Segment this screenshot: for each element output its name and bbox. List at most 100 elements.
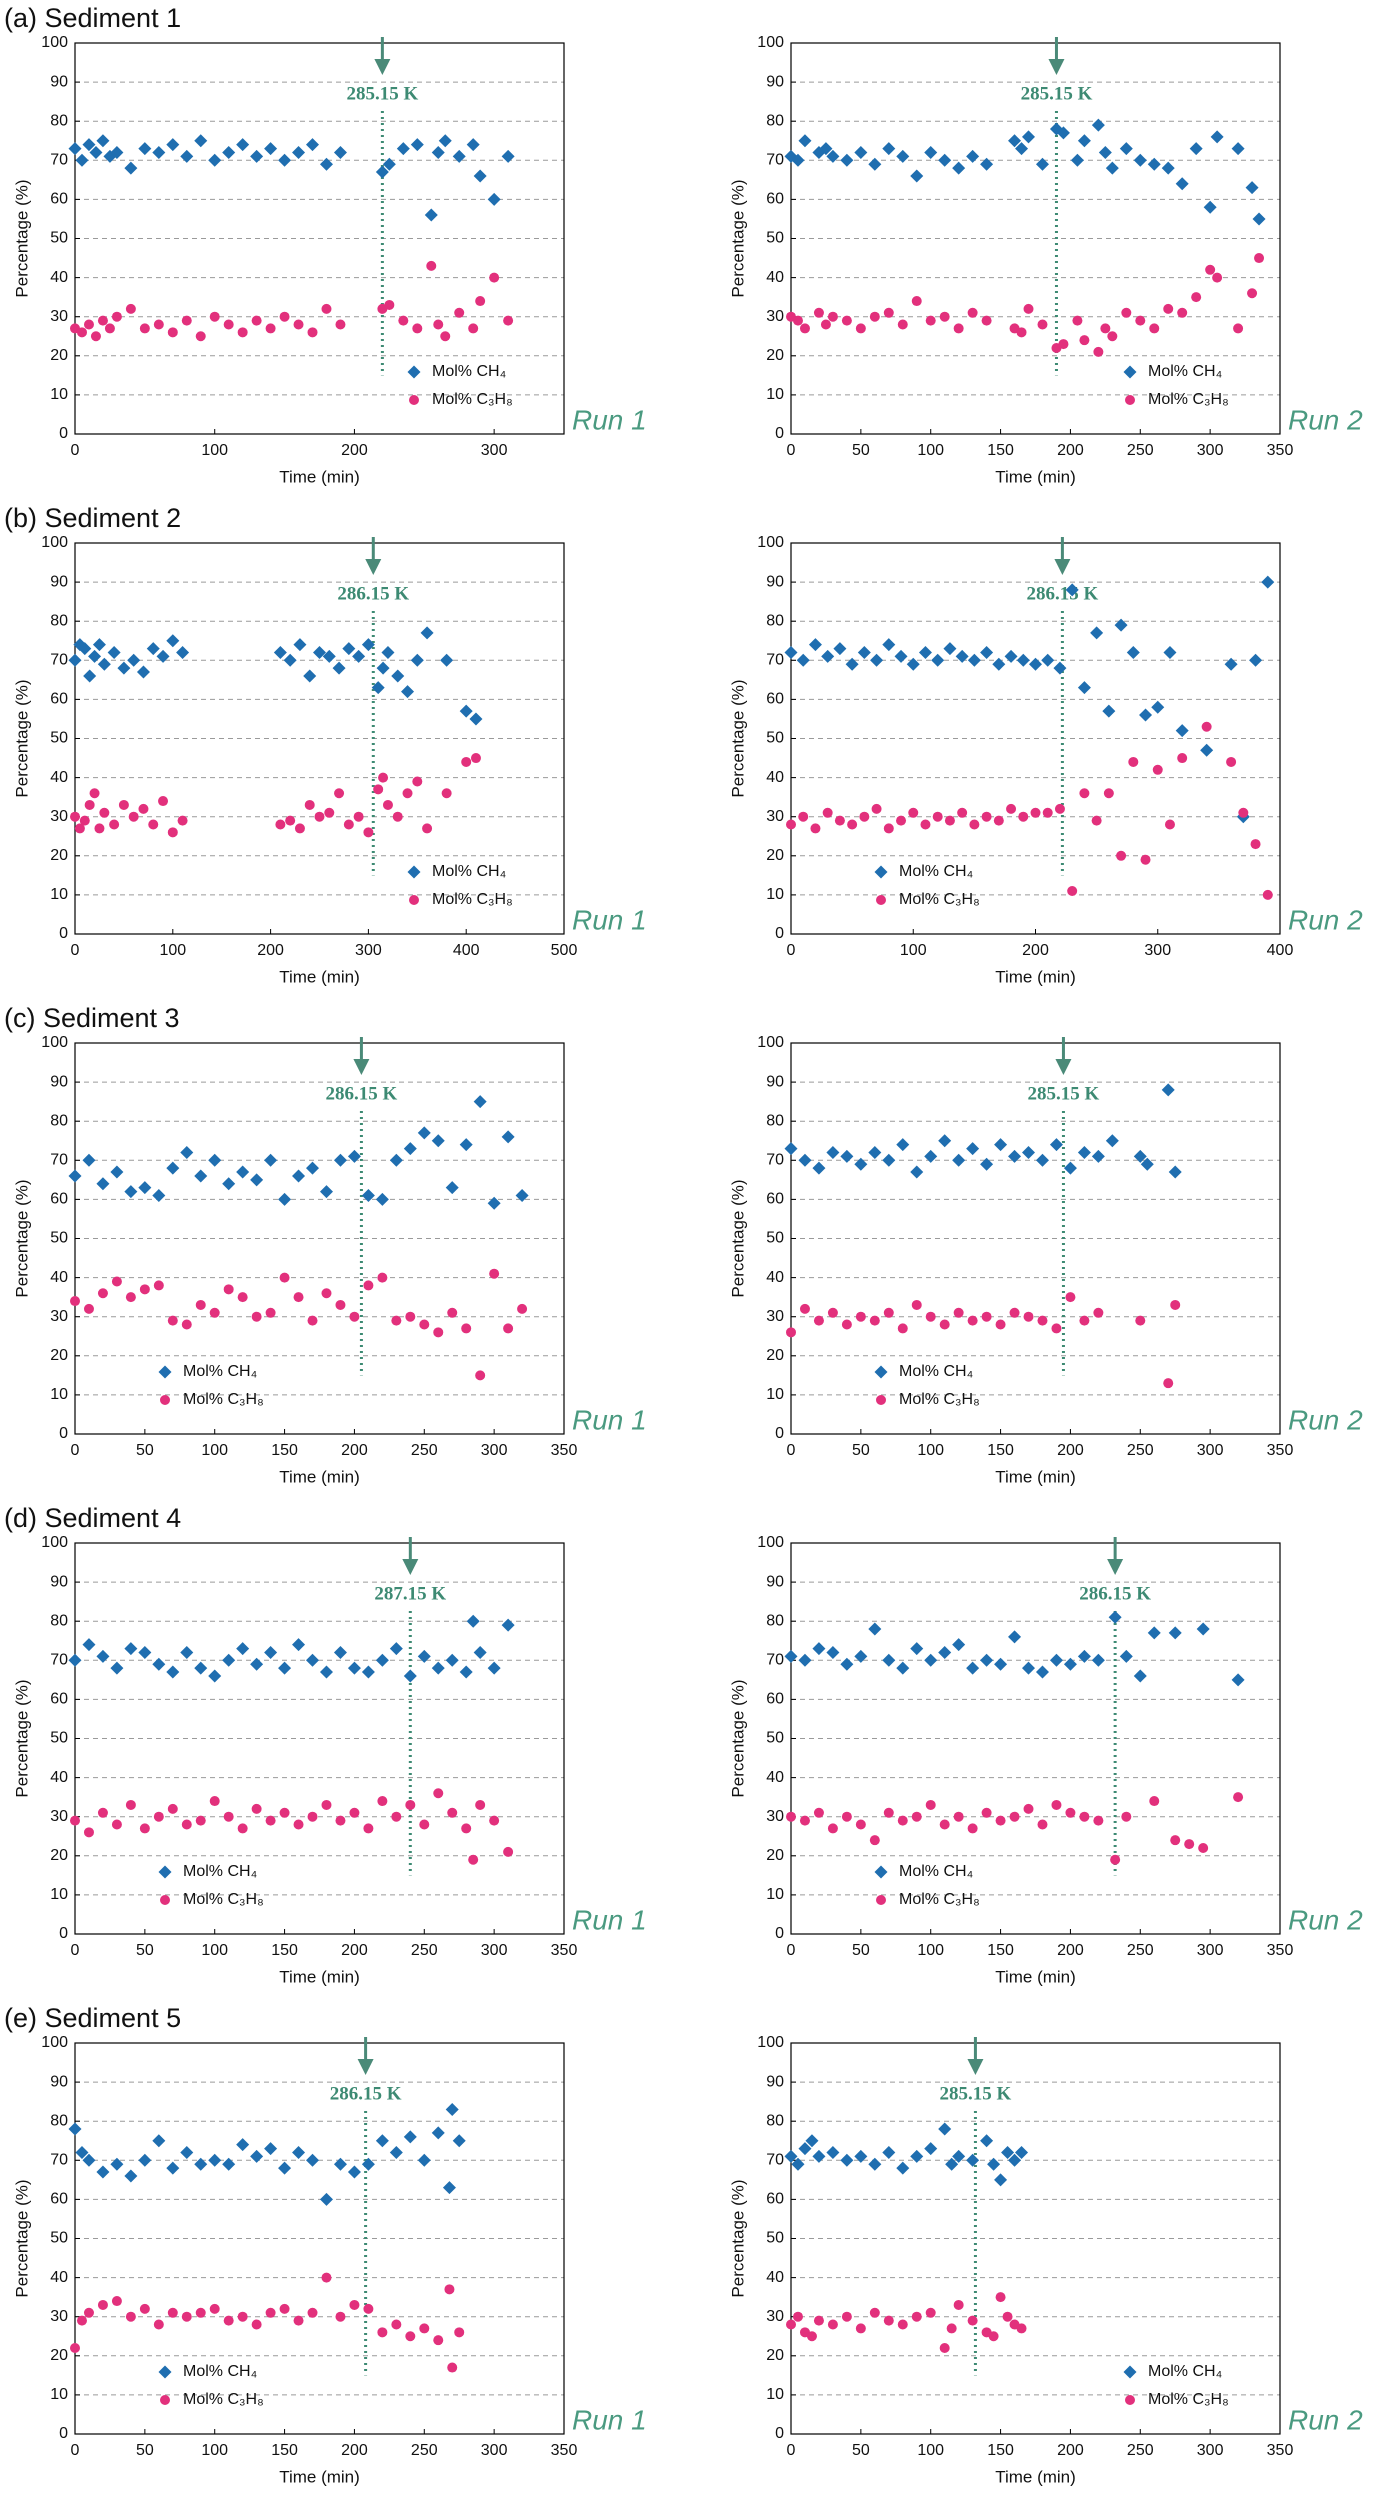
data-point (1249, 653, 1263, 667)
data-point (167, 827, 178, 838)
data-point (501, 149, 515, 163)
data-point (110, 1165, 124, 1179)
data-point (84, 799, 95, 810)
data-point (1016, 327, 1027, 338)
data-point (1147, 157, 1161, 171)
data-point (104, 323, 115, 334)
data-point (208, 1669, 222, 1683)
data-point (139, 2303, 150, 2314)
data-point (1203, 200, 1217, 214)
x-tick-label: 350 (551, 1942, 578, 1959)
data-point (1175, 177, 1189, 191)
data-point (981, 315, 992, 326)
data-point (952, 2149, 966, 2163)
data-point (426, 260, 437, 271)
data-point (349, 2299, 360, 2310)
data-point (139, 1823, 150, 1834)
data-point (473, 1095, 487, 1109)
y-tick-label: 80 (50, 612, 68, 629)
data-point (1093, 346, 1104, 357)
data-point (391, 1811, 402, 1822)
x-tick-label: 200 (1022, 942, 1049, 959)
temperature-label: 287.15 K (374, 1583, 446, 1604)
data-point (125, 1799, 136, 1810)
data-point (445, 1181, 459, 1195)
data-point (396, 142, 410, 156)
data-point (1053, 661, 1067, 675)
data-point (798, 2142, 812, 2156)
data-point (195, 1299, 206, 1310)
temperature-label: 285.15 K (940, 2083, 1012, 2104)
data-point (236, 138, 250, 152)
data-point (251, 2319, 262, 2330)
legend-label: Mol% CH₄ (1148, 363, 1222, 380)
data-point (1231, 142, 1245, 156)
data-point (870, 653, 884, 667)
x-tick-label: 50 (852, 2442, 870, 2459)
data-point (433, 319, 444, 330)
data-point (882, 1153, 896, 1167)
data-point (1009, 1811, 1020, 1822)
y-tick-label: 100 (757, 1534, 784, 1551)
data-point (871, 803, 882, 814)
x-tick-label: 300 (481, 442, 508, 459)
data-point (868, 157, 882, 171)
legend-label: Mol% C₃H₈ (432, 391, 513, 408)
data-point (980, 645, 994, 659)
run-label: Run 1 (572, 904, 647, 935)
data-point (138, 803, 149, 814)
data-point (897, 1323, 908, 1334)
data-point (932, 811, 943, 822)
data-point (924, 1653, 938, 1667)
data-point (1023, 1803, 1034, 1814)
y-tick-label: 0 (59, 2425, 68, 2442)
y-tick-label: 10 (50, 2386, 68, 2403)
x-axis-title: Time (min) (995, 2467, 1076, 2486)
data-point (1135, 315, 1146, 326)
x-tick-label: 350 (1267, 2442, 1294, 2459)
x-axis-title: Time (min) (995, 967, 1076, 986)
data-point (419, 1819, 430, 1830)
data-point (424, 208, 438, 222)
data-point (398, 315, 409, 326)
legend-label: Mol% C₃H₈ (183, 1891, 264, 1908)
temperature-arrow-head (1055, 1059, 1072, 1075)
data-point (1254, 253, 1265, 264)
data-point (1008, 1630, 1022, 1644)
data-point (353, 811, 364, 822)
data-point (433, 2335, 444, 2346)
data-point (82, 1638, 96, 1652)
y-tick-label: 50 (50, 1730, 68, 1747)
x-tick-label: 150 (271, 1942, 298, 1959)
data-point (293, 319, 304, 330)
x-tick-label: 0 (71, 1942, 80, 1959)
data-point (987, 2157, 1001, 2171)
data-point (166, 1665, 180, 1679)
data-point (236, 2138, 250, 2152)
data-point (1008, 1149, 1022, 1163)
data-point (347, 2165, 361, 2179)
data-point (1049, 1653, 1063, 1667)
legend-marker (1125, 395, 1135, 405)
data-point (469, 712, 483, 726)
data-point (194, 2157, 208, 2171)
data-point (124, 1185, 138, 1199)
data-point (924, 2142, 938, 2156)
data-point (279, 1807, 290, 1818)
run-label: Run 2 (1288, 1404, 1363, 1435)
data-point (264, 2142, 278, 2156)
data-point (391, 669, 405, 683)
run-label: Run 1 (572, 1404, 647, 1435)
data-point (127, 653, 141, 667)
data-point (292, 2145, 306, 2159)
data-point (808, 638, 822, 652)
data-point (813, 1807, 824, 1818)
y-tick-label: 30 (50, 308, 68, 325)
data-point (363, 827, 374, 838)
data-point (195, 331, 206, 342)
y-tick-label: 30 (766, 808, 784, 825)
data-point (988, 2331, 999, 2342)
data-point (911, 2311, 922, 2322)
data-point (223, 319, 234, 330)
